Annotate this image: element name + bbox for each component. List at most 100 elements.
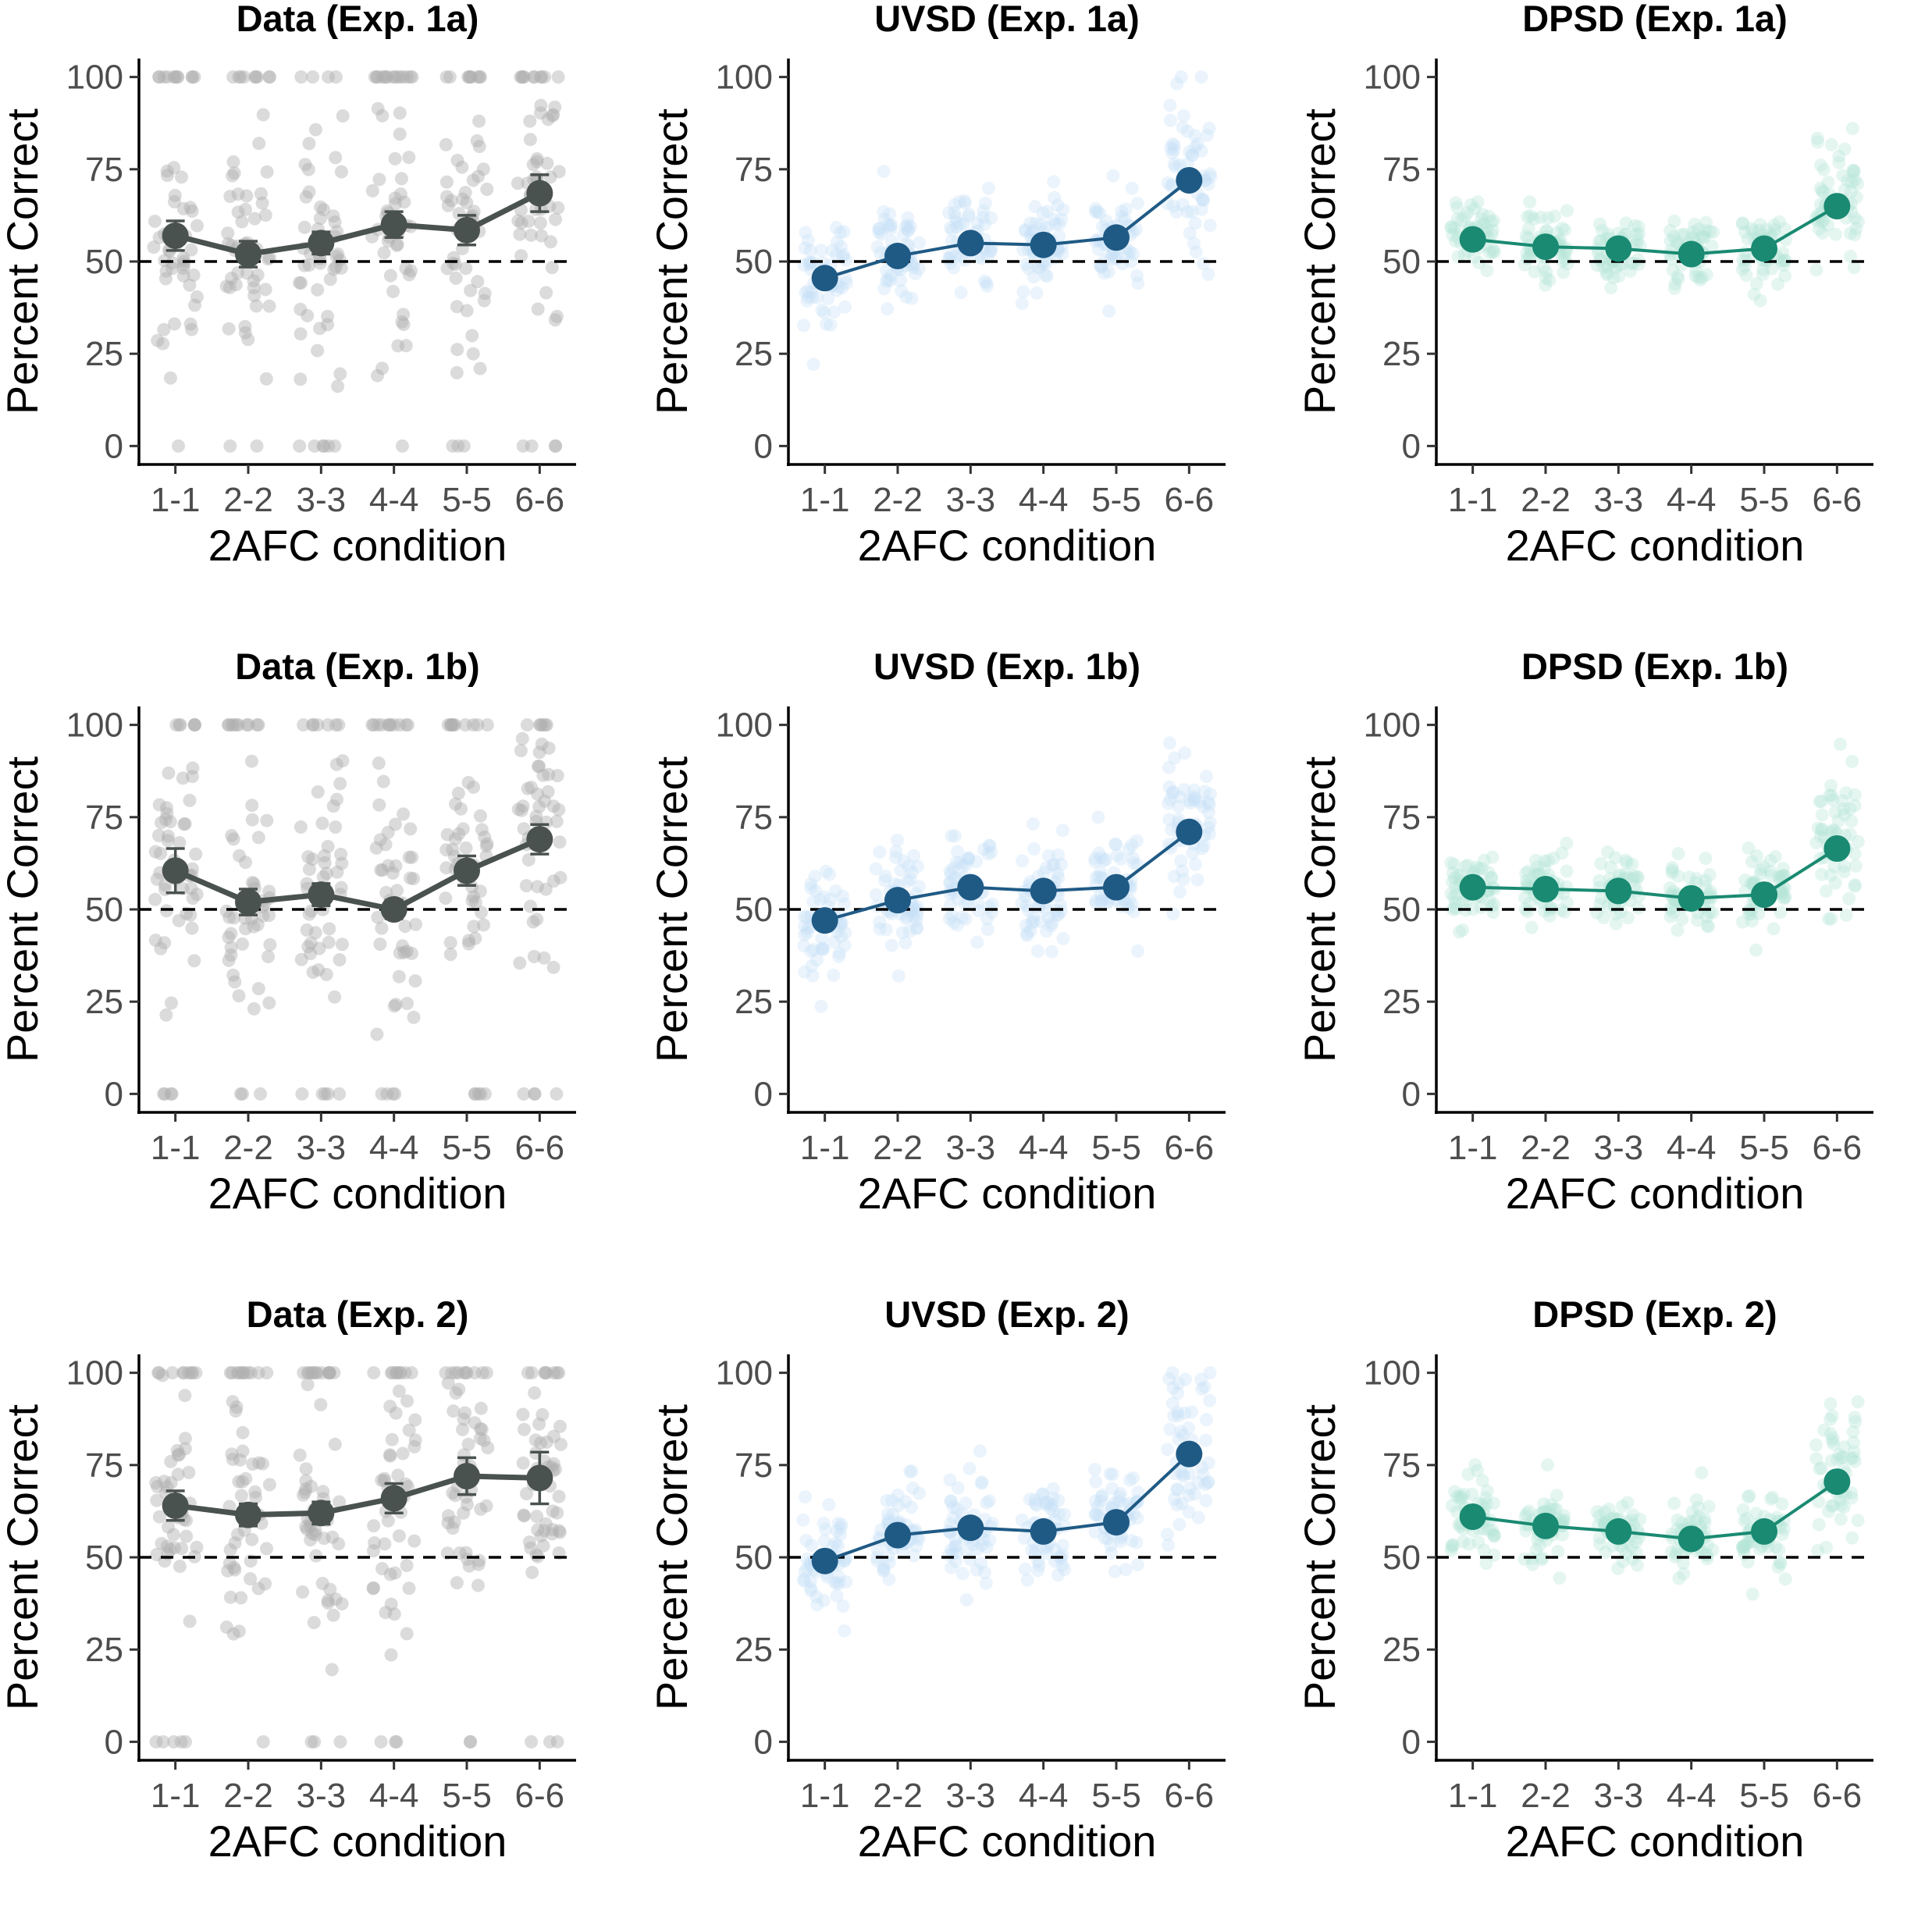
participant-point	[1204, 170, 1218, 184]
participant-point	[331, 247, 345, 262]
participant-point	[1623, 264, 1637, 278]
participant-point	[456, 192, 470, 206]
participant-point	[1670, 269, 1685, 283]
participant-point	[455, 160, 469, 174]
participant-point	[1845, 122, 1859, 136]
y-tick-label: 75	[1382, 799, 1421, 837]
mean-point	[884, 1521, 911, 1549]
participant-point	[948, 1532, 962, 1546]
participant-point	[175, 1542, 189, 1556]
participant-point	[831, 1539, 845, 1553]
x-axis-title: 2AFC condition	[858, 1169, 1157, 1218]
participant-point	[825, 244, 839, 258]
participant-point	[245, 799, 259, 813]
participant-point	[443, 948, 457, 962]
participant-point	[830, 1589, 844, 1603]
participant-point	[1486, 243, 1500, 256]
mean-point	[454, 857, 480, 884]
participant-point	[1663, 881, 1677, 895]
participant-point	[1753, 294, 1767, 308]
x-tick-label: 3-3	[297, 481, 347, 519]
participant-point	[228, 1536, 242, 1550]
participant-point	[166, 1528, 180, 1542]
participant-point	[470, 134, 484, 148]
participant-point	[1821, 176, 1835, 190]
participant-point	[225, 1366, 239, 1380]
participant-point	[1041, 1496, 1055, 1510]
participant-point	[321, 1087, 335, 1101]
participant-point	[171, 70, 185, 84]
participant-point	[1813, 1462, 1827, 1476]
participant-point	[514, 249, 528, 263]
participant-point	[830, 247, 844, 262]
participant-point	[326, 799, 340, 813]
participant-point	[1538, 861, 1552, 875]
participant-point	[804, 286, 818, 299]
participant-point	[246, 876, 259, 889]
participant-point	[1485, 871, 1499, 884]
participant-point	[546, 1366, 560, 1380]
participant-point	[1695, 1466, 1709, 1480]
participant-point	[1165, 1366, 1179, 1380]
participant-point	[187, 954, 201, 968]
participant-point	[164, 1454, 178, 1468]
participant-point	[1666, 263, 1680, 277]
participant-point	[251, 70, 264, 84]
participant-point	[1742, 907, 1756, 921]
participant-point	[520, 718, 534, 732]
participant-point	[333, 1495, 347, 1509]
participant-point	[375, 70, 389, 84]
mean-point	[1459, 226, 1486, 253]
mean-point	[1605, 235, 1632, 262]
participant-point	[1633, 1512, 1647, 1526]
participant-point	[182, 1465, 196, 1479]
participant-point	[375, 361, 389, 375]
participant-point	[976, 210, 990, 224]
participant-point	[249, 70, 263, 84]
participant-point	[407, 1010, 421, 1024]
participant-point	[172, 913, 186, 927]
participant-point	[816, 941, 830, 955]
participant-point	[475, 823, 489, 837]
participant-point	[404, 871, 418, 885]
participant-point	[1130, 1535, 1144, 1550]
participant-point	[226, 1453, 240, 1466]
participant-point	[1051, 849, 1066, 862]
participant-point	[1538, 854, 1552, 868]
participant-point	[1464, 197, 1478, 212]
participant-point	[1521, 210, 1535, 224]
participant-point	[1560, 864, 1574, 878]
participant-point	[1823, 1427, 1838, 1441]
participant-point	[1776, 862, 1790, 876]
participant-point	[371, 718, 385, 732]
participant-point	[152, 1510, 166, 1524]
participant-point	[234, 1489, 248, 1503]
participant-point	[894, 863, 908, 877]
participant-point	[1756, 262, 1770, 276]
participant-point	[168, 195, 181, 208]
participant-point	[317, 1532, 331, 1546]
participant-point	[468, 931, 482, 945]
participant-point	[880, 264, 894, 278]
participant-point	[545, 261, 559, 275]
participant-point	[1600, 266, 1614, 280]
x-tick-label: 1-1	[800, 1129, 850, 1167]
participant-point	[528, 1087, 542, 1101]
participant-point	[817, 305, 831, 319]
participant-point	[1028, 1493, 1042, 1507]
participant-point	[454, 802, 468, 816]
participant-point	[819, 864, 833, 878]
participant-point	[382, 718, 397, 732]
participant-point	[1446, 1538, 1461, 1552]
participant-point	[190, 219, 204, 233]
participant-point	[1539, 278, 1553, 292]
individual-points	[149, 1366, 568, 1749]
participant-point	[297, 1366, 311, 1380]
participant-point	[539, 1436, 553, 1449]
participant-point	[1824, 1453, 1838, 1468]
participant-point	[254, 187, 268, 201]
participant-point	[1609, 261, 1623, 275]
y-tick-label: 25	[1382, 335, 1421, 373]
participant-point	[1040, 924, 1054, 938]
